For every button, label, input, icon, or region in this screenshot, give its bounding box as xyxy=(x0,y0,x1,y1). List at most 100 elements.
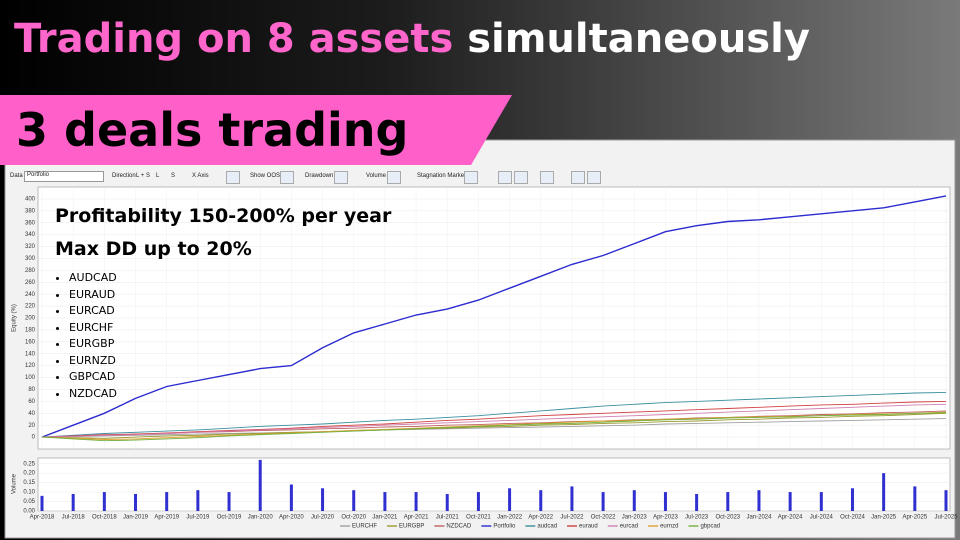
x-tick-label: Jul-2023 xyxy=(685,515,709,521)
x-tick-label: Jan-2019 xyxy=(123,515,149,521)
title-highlight: Trading on 8 assets xyxy=(14,16,454,62)
y-tick-label: 240 xyxy=(25,292,36,298)
volume-bar xyxy=(882,473,886,511)
asset-list: AUDCAD EURAUD EURCAD EURCHF EURGBP EURNZ… xyxy=(55,270,391,402)
volume-bar xyxy=(289,484,293,511)
y2-tick-label: 0.25 xyxy=(23,461,35,467)
toolbar-icon[interactable] xyxy=(587,171,601,184)
x-tick-label: Oct-2022 xyxy=(591,515,616,521)
series-line xyxy=(41,400,947,438)
volume-bar xyxy=(850,488,854,511)
y-tick-label: 200 xyxy=(25,316,36,322)
volume-bar xyxy=(819,492,823,511)
x-tick-label: Oct-2024 xyxy=(840,515,865,521)
volume-bar xyxy=(944,490,948,511)
legend-label: eurnzd xyxy=(660,524,678,530)
toolbar-label: Drawdown xyxy=(305,173,334,179)
toolbar-icon[interactable] xyxy=(280,171,294,184)
series-line xyxy=(41,195,947,438)
volume-bar xyxy=(757,490,761,511)
y-tick-label: 40 xyxy=(28,411,35,417)
volume-bar xyxy=(726,492,730,511)
y-tick-label: 80 xyxy=(28,387,35,393)
toolbar-icon[interactable] xyxy=(540,171,554,184)
x-tick-label: Jul-2019 xyxy=(186,515,210,521)
x-tick-label: Apr-2018 xyxy=(30,515,55,521)
volume-plot xyxy=(37,457,951,512)
page-title: Trading on 8 assets simultaneously xyxy=(14,16,810,62)
x-tick-label: Apr-2022 xyxy=(528,515,553,521)
asset: AUDCAD xyxy=(69,270,391,287)
data-select[interactable]: Portfolio xyxy=(24,171,104,182)
legend-label: audcad xyxy=(537,524,557,530)
y-tick-label: 100 xyxy=(25,375,36,381)
y2-tick-label: 0.05 xyxy=(23,499,35,505)
y-tick-label: 60 xyxy=(28,399,35,405)
x-tick-label: Apr-2020 xyxy=(279,515,304,521)
y-axis-label: Equity (%) xyxy=(12,304,18,332)
overlay-line: Max DD up to 20% xyxy=(55,238,252,260)
x-tick-label: Apr-2025 xyxy=(902,515,927,521)
overlay-line: Profitability 150-200% per year xyxy=(55,205,392,227)
y2-tick-label: 0.10 xyxy=(23,490,35,496)
toolbar-label: X Axis xyxy=(192,173,209,179)
legend-label: gbpcad xyxy=(700,524,720,530)
toolbar-label: Direction xyxy=(112,173,136,179)
toolbar: Data Portfolio Direction L + S L S X Axi… xyxy=(6,168,954,186)
volume-bar xyxy=(601,492,605,511)
toolbar-icon[interactable] xyxy=(514,171,528,184)
volume-bar xyxy=(102,492,106,511)
x-tick-label: Apr-2021 xyxy=(404,515,429,521)
volume-bar xyxy=(71,493,75,511)
toolbar-icon[interactable] xyxy=(571,171,585,184)
y-tick-label: 360 xyxy=(25,220,36,226)
x-tick-label: Jul-2022 xyxy=(560,515,584,521)
toolbar-icon[interactable] xyxy=(464,171,478,184)
y-tick-label: 300 xyxy=(25,256,36,262)
volume-bar xyxy=(695,493,699,511)
volume-bar xyxy=(258,459,262,511)
volume-bar xyxy=(570,486,574,511)
series-line xyxy=(41,403,947,438)
series-line xyxy=(41,412,947,442)
x-tick-label: Jan-2024 xyxy=(746,515,772,521)
volume-bar xyxy=(508,488,512,511)
volume-bar xyxy=(414,492,418,511)
x-tick-label: Oct-2019 xyxy=(217,515,242,521)
x-tick-label: Oct-2018 xyxy=(92,515,117,521)
volume-bar xyxy=(476,492,480,511)
banner-text: 3 deals trading xyxy=(16,103,409,157)
asset: GBPCAD xyxy=(69,369,391,386)
direction-option[interactable]: L + S xyxy=(136,173,150,179)
toolbar-label: Volume xyxy=(366,173,387,179)
banner: 3 deals trading xyxy=(0,95,512,165)
y-tick-label: 280 xyxy=(25,268,36,274)
x-tick-label: Jan-2023 xyxy=(622,515,648,521)
direction-option[interactable]: L xyxy=(156,173,160,179)
toolbar-icon[interactable] xyxy=(334,171,348,184)
direction-option[interactable]: S xyxy=(171,173,176,179)
x-tick-label: Jul-2020 xyxy=(311,515,335,521)
asset: EURGBP xyxy=(69,336,391,353)
x-tick-label: Jul-2024 xyxy=(810,515,834,521)
x-tick-label: Jan-2022 xyxy=(497,515,523,521)
y-tick-label: 340 xyxy=(25,232,36,238)
toolbar-icon[interactable] xyxy=(387,171,401,184)
y-tick-label: 320 xyxy=(25,244,36,250)
series-line xyxy=(41,412,947,439)
volume-bar xyxy=(788,492,792,511)
y-tick-label: 260 xyxy=(25,280,36,286)
y-tick-label: 140 xyxy=(25,351,36,357)
x-tick-label: Apr-2023 xyxy=(653,515,678,521)
x-tick-label: Jan-2021 xyxy=(372,515,398,521)
legend-label: eurcad xyxy=(620,524,638,530)
overlay: Profitability 150-200% per year Max DD u… xyxy=(55,200,391,402)
toolbar-icon[interactable] xyxy=(226,171,240,184)
legend-label: Portfolio xyxy=(493,524,516,530)
volume-bar xyxy=(632,490,636,511)
volume-bar xyxy=(321,488,325,511)
asset: EURCHF xyxy=(69,320,391,337)
toolbar-icon[interactable] xyxy=(498,171,512,184)
